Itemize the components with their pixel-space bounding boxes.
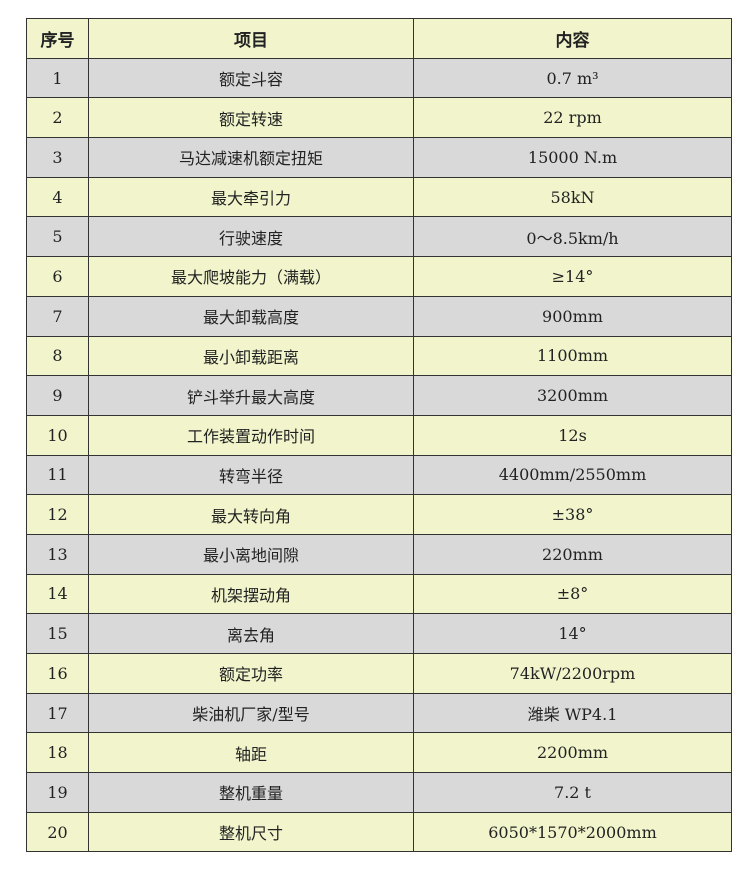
row-index: 18 xyxy=(26,732,89,774)
table-row: 12 最大转向角 ±38° xyxy=(26,494,732,535)
row-content: 0.7 m³ xyxy=(413,57,732,99)
table-row: 20 整机尺寸 6050*1570*2000mm xyxy=(26,811,732,853)
table-row: 14 机架摆动角 ±8° xyxy=(26,573,732,615)
row-content: 7.2 t xyxy=(413,772,732,813)
row-item: 柴油机厂家/型号 xyxy=(88,692,414,734)
table-row: 1 额定斗容 0.7 m³ xyxy=(26,57,732,99)
table-row: 10 工作装置动作时间 12s xyxy=(26,414,732,456)
row-item: 轴距 xyxy=(88,732,414,774)
table-row: 2 额定转速 22 rpm xyxy=(26,97,732,139)
row-content: 900mm xyxy=(413,295,732,337)
row-item: 离去角 xyxy=(88,613,414,654)
header-item: 项目 xyxy=(88,18,414,59)
table-row: 6 最大爬坡能力（满载） ≥14° xyxy=(26,256,732,297)
row-item: 额定转速 xyxy=(88,97,414,139)
row-item: 最小卸载距离 xyxy=(88,335,414,377)
table-row: 19 整机重量 7.2 t xyxy=(26,772,732,813)
row-index: 16 xyxy=(26,653,89,694)
row-item: 最大爬坡能力（满载） xyxy=(88,256,414,297)
row-item: 机架摆动角 xyxy=(88,573,414,615)
row-index: 17 xyxy=(26,692,89,734)
row-item: 最大牵引力 xyxy=(88,176,414,218)
row-content: 6050*1570*2000mm xyxy=(413,811,732,853)
row-item: 额定功率 xyxy=(88,653,414,694)
table-row: 16 额定功率 74kW/2200rpm xyxy=(26,653,732,694)
row-index: 3 xyxy=(26,137,89,178)
table-row: 3 马达减速机额定扭矩 15000 N.m xyxy=(26,137,732,178)
row-item: 行驶速度 xyxy=(88,216,414,258)
row-content: 3200mm xyxy=(413,375,732,416)
row-content: 1100mm xyxy=(413,335,732,377)
table-row: 7 最大卸载高度 900mm xyxy=(26,295,732,337)
row-index: 2 xyxy=(26,97,89,139)
row-index: 6 xyxy=(26,256,89,297)
row-index: 19 xyxy=(26,772,89,813)
row-content: 4400mm/2550mm xyxy=(413,454,732,496)
row-index: 1 xyxy=(26,57,89,99)
row-content: ±38° xyxy=(413,494,732,535)
row-item: 最大卸载高度 xyxy=(88,295,414,337)
row-item: 马达减速机额定扭矩 xyxy=(88,137,414,178)
table-row: 17 柴油机厂家/型号 潍柴 WP4.1 xyxy=(26,692,732,734)
row-content: 0～8.5km/h xyxy=(413,216,732,258)
table-row: 5 行驶速度 0～8.5km/h xyxy=(26,216,732,258)
row-item: 整机重量 xyxy=(88,772,414,813)
table-row: 18 轴距 2200mm xyxy=(26,732,732,774)
table-header-row: 序号 项目 内容 xyxy=(26,18,732,59)
row-index: 13 xyxy=(26,533,89,575)
spec-table: 序号 项目 内容 1 额定斗容 0.7 m³ 2 额定转速 22 rpm 3 马达减速机额定扭… xyxy=(26,18,732,853)
header-content: 内容 xyxy=(413,18,732,59)
row-item: 额定斗容 xyxy=(88,57,414,99)
row-item: 最小离地间隙 xyxy=(88,533,414,575)
row-content: 15000 N.m xyxy=(413,137,732,178)
row-item: 最大转向角 xyxy=(88,494,414,535)
table-row: 8 最小卸载距离 1100mm xyxy=(26,335,732,377)
row-content: 58kN xyxy=(413,176,732,218)
row-index: 5 xyxy=(26,216,89,258)
row-item: 整机尺寸 xyxy=(88,811,414,853)
row-index: 14 xyxy=(26,573,89,615)
header-index: 序号 xyxy=(26,18,89,59)
row-content: 12s xyxy=(413,414,732,456)
row-index: 12 xyxy=(26,494,89,535)
row-index: 20 xyxy=(26,811,89,853)
row-index: 15 xyxy=(26,613,89,654)
table-row: 9 铲斗举升最大高度 3200mm xyxy=(26,375,732,416)
row-index: 4 xyxy=(26,176,89,218)
row-content: 22 rpm xyxy=(413,97,732,139)
row-content: 潍柴 WP4.1 xyxy=(413,692,732,734)
row-index: 9 xyxy=(26,375,89,416)
table-row: 4 最大牵引力 58kN xyxy=(26,176,732,218)
table-row: 15 离去角 14° xyxy=(26,613,732,654)
row-content: ±8° xyxy=(413,573,732,615)
table-row: 13 最小离地间隙 220mm xyxy=(26,533,732,575)
row-content: 74kW/2200rpm xyxy=(413,653,732,694)
row-content: 220mm xyxy=(413,533,732,575)
table-row: 11 转弯半径 4400mm/2550mm xyxy=(26,454,732,496)
row-content: 14° xyxy=(413,613,732,654)
row-index: 10 xyxy=(26,414,89,456)
row-item: 铲斗举升最大高度 xyxy=(88,375,414,416)
row-item: 转弯半径 xyxy=(88,454,414,496)
row-index: 8 xyxy=(26,335,89,377)
row-content: 2200mm xyxy=(413,732,732,774)
row-index: 7 xyxy=(26,295,89,337)
row-item: 工作装置动作时间 xyxy=(88,414,414,456)
row-content: ≥14° xyxy=(413,256,732,297)
row-index: 11 xyxy=(26,454,89,496)
